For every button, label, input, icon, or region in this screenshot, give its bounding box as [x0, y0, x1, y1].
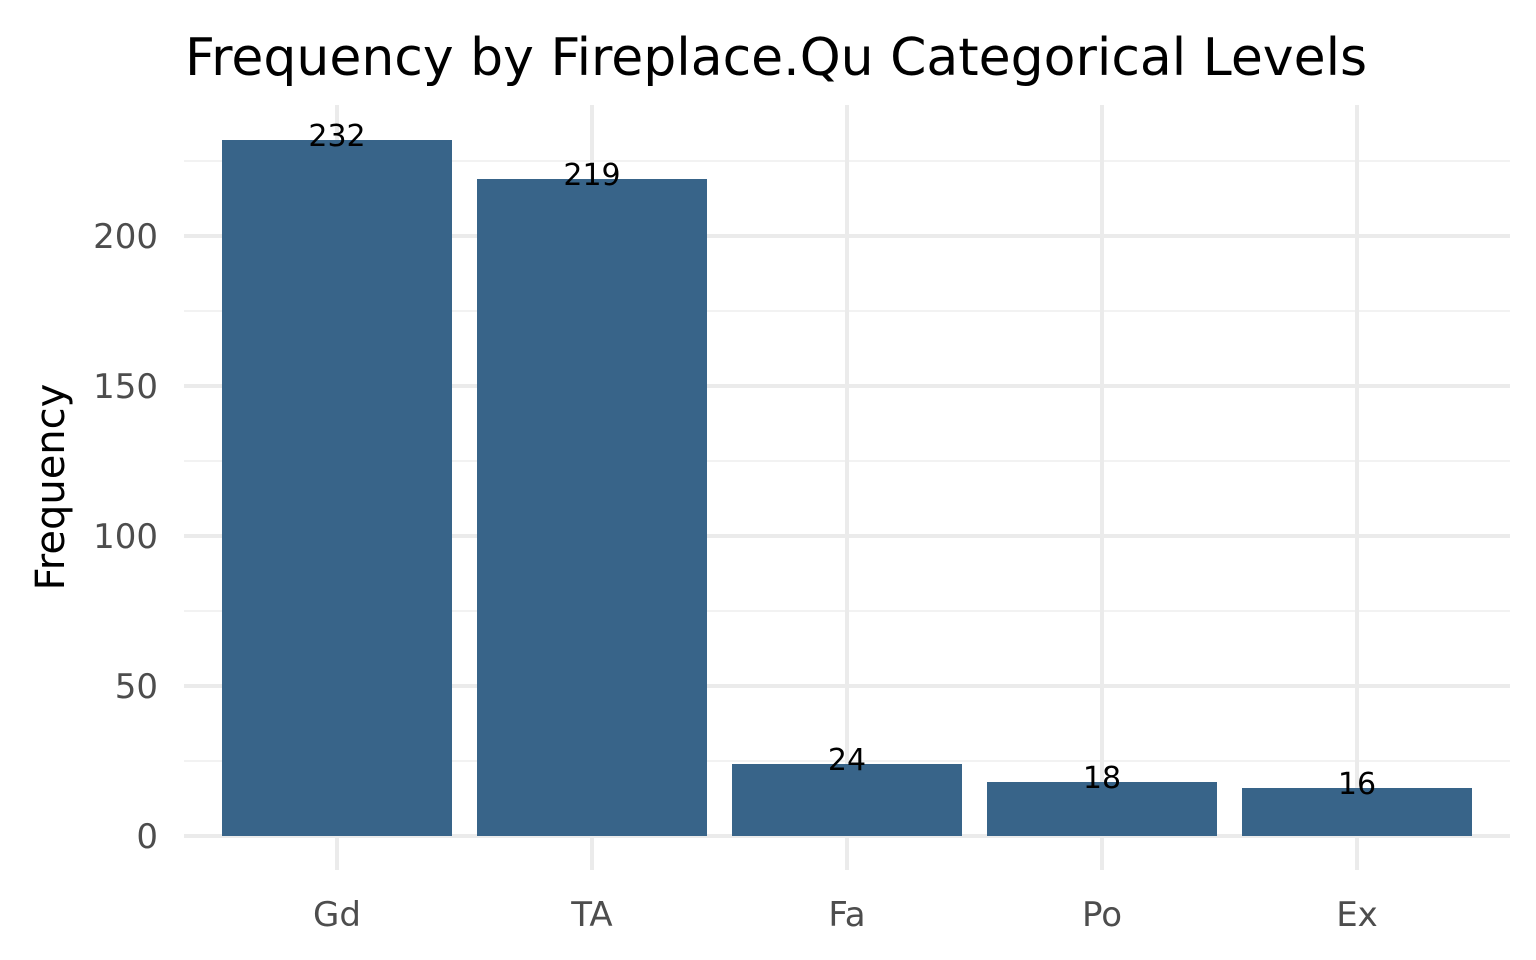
x-tick-label: Po: [1082, 895, 1122, 935]
data-label: 18: [1083, 761, 1121, 796]
y-axis-ticks: 0 50 100 150 200: [93, 217, 158, 857]
y-tick-label: 150: [93, 367, 158, 407]
bar-po: [987, 782, 1217, 836]
y-axis-title: Frequency: [28, 384, 74, 591]
chart-title: Frequency by Fireplace.Qu Categorical Le…: [185, 28, 1367, 88]
bars-layer: [222, 140, 1472, 836]
y-tick-label: 100: [93, 517, 158, 557]
bar-ex: [1242, 788, 1472, 836]
bar-ta: [477, 179, 707, 836]
y-tick-label: 200: [93, 217, 158, 257]
x-axis-ticks: Gd TA Fa Po Ex: [313, 895, 1378, 935]
x-tick-label: Ex: [1336, 895, 1378, 935]
data-label: 219: [563, 158, 620, 193]
data-labels-layer: 232 219 24 18 16: [308, 119, 1376, 802]
data-label: 24: [828, 743, 866, 778]
x-tick-label: Fa: [828, 895, 865, 935]
y-tick-label: 50: [115, 667, 158, 707]
data-label: 16: [1338, 767, 1376, 802]
bar-fa: [732, 764, 962, 836]
y-tick-label: 0: [136, 817, 158, 857]
x-tick-label: TA: [570, 895, 612, 935]
data-label: 232: [308, 119, 365, 154]
x-tick-label: Gd: [313, 895, 361, 935]
bar-gd: [222, 140, 452, 836]
